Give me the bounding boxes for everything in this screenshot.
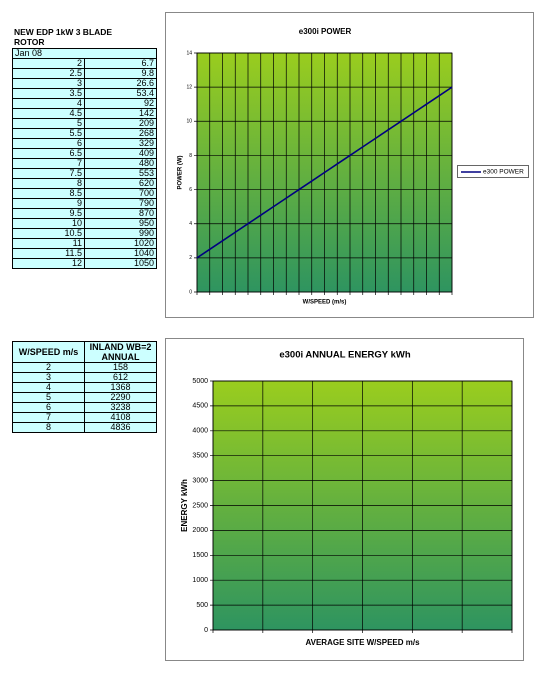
data-table: Jan 08 2 6.7 2.5 9.8 3 26.6 3.5 53.4 4 92 4.5 142 5 20… (12, 48, 157, 269)
y-tick-label: 3500 (192, 453, 208, 460)
table-row: 8 4836 (12, 422, 157, 433)
y-tick-label: 4 (189, 221, 192, 227)
table-cell: 1050 (84, 258, 157, 269)
y-tick-label: 6 (189, 187, 192, 193)
y-tick-label: 0 (204, 627, 208, 634)
legend-label: e300 POWER (483, 169, 524, 176)
series-line (196, 86, 453, 259)
y-tick-label: 4000 (192, 428, 208, 435)
x-axis-label: W/SPEED (m/s) (303, 300, 347, 306)
y-axis-label: POWER (W) (178, 156, 184, 190)
data-table: W/SPEED m/s INLAND WB=2 ANNUAL 2 158 3 612 4 13… (12, 341, 157, 433)
chart-title: e300i POWER (299, 27, 352, 36)
table-title: NEW EDP 1kW 3 BLADE ROTOR (14, 27, 113, 47)
legend-box (457, 165, 529, 178)
y-axis-label: ENERGY kWh (180, 479, 189, 532)
y-tick-label: 0 (189, 289, 192, 295)
header-row: W/SPEED m/s INLAND WB=2 ANNUAL (12, 341, 157, 363)
plot-border (196, 52, 453, 293)
y-tick-label: 8 (189, 153, 192, 159)
x-axis-label: AVERAGE SITE W/SPEED m/s (305, 638, 420, 647)
y-tick-label: 14 (186, 50, 192, 56)
y-tick-label: 10 (186, 119, 192, 125)
y-tick-label: 500 (196, 602, 208, 609)
y-tick-label: 1000 (192, 577, 208, 584)
table-row: 12 1050 (12, 258, 157, 269)
y-tick-label: 2000 (192, 527, 208, 534)
plot-border (212, 380, 513, 631)
y-tick-label: 1500 (192, 552, 208, 559)
y-tick-label: 3000 (192, 477, 208, 484)
y-tick-label: 12 (186, 84, 192, 90)
chart-title: e300i ANNUAL ENERGY kWh (279, 350, 410, 361)
y-tick-label: 5000 (192, 378, 208, 385)
table-cell: 4836 (84, 422, 157, 433)
y-tick-label: 2 (189, 255, 192, 261)
y-tick-label: 2500 (192, 502, 208, 509)
y-tick-label: 4500 (192, 403, 208, 410)
